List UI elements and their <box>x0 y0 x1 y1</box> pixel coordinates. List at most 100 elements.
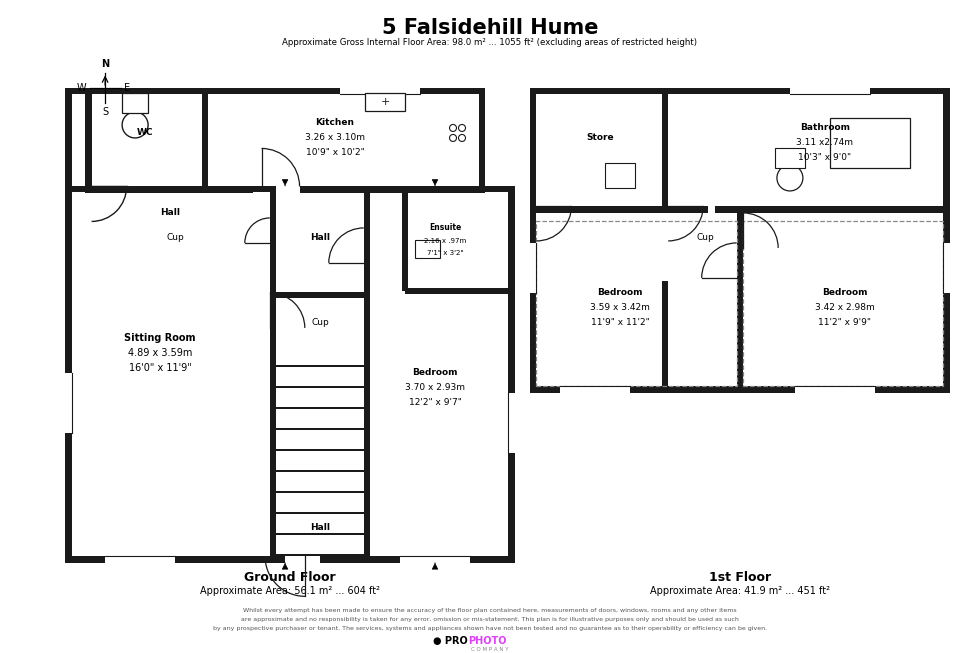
Text: 3.70 x 2.93m: 3.70 x 2.93m <box>405 383 465 392</box>
Bar <box>830 118 909 168</box>
Text: Whilst every attempt has been made to ensure the accuracy of the floor plan cont: Whilst every attempt has been made to en… <box>243 609 737 613</box>
Bar <box>402 186 409 291</box>
Bar <box>400 556 470 563</box>
Bar <box>122 93 148 113</box>
Bar <box>795 387 875 393</box>
Bar <box>276 407 364 409</box>
Text: 7'1" x 3'2": 7'1" x 3'2" <box>426 250 464 256</box>
Bar <box>944 243 950 293</box>
Bar <box>276 512 364 515</box>
Bar <box>65 556 515 563</box>
Bar <box>775 148 805 168</box>
Text: Bedroom: Bedroom <box>822 289 867 297</box>
Bar <box>509 393 515 453</box>
Bar <box>209 187 253 193</box>
Text: +: + <box>380 97 390 107</box>
Text: by any prospective purchaser or tenant. The services, systems and appliances sho: by any prospective purchaser or tenant. … <box>213 626 767 631</box>
Bar <box>715 206 944 213</box>
Bar <box>276 491 364 494</box>
Text: Ground Floor: Ground Floor <box>244 571 336 584</box>
Bar <box>65 186 72 563</box>
Text: E: E <box>123 83 130 93</box>
Bar <box>85 88 485 95</box>
Text: Approximate Gross Internal Floor Area: 98.0 m² ... 1055 ft² (excluding areas of : Approximate Gross Internal Floor Area: 9… <box>282 39 698 48</box>
Text: Store: Store <box>586 133 613 142</box>
Bar <box>285 556 320 563</box>
Bar <box>276 292 364 298</box>
Bar <box>365 93 405 111</box>
Text: Hall: Hall <box>310 233 330 242</box>
Bar <box>270 186 276 556</box>
Text: WC: WC <box>137 129 153 138</box>
Text: 11'9" x 11'2": 11'9" x 11'2" <box>591 319 650 327</box>
Text: Hall: Hall <box>310 523 330 532</box>
Bar <box>105 556 175 563</box>
Text: 3.11 x2.74m: 3.11 x2.74m <box>797 138 854 148</box>
Text: C O M P A N Y: C O M P A N Y <box>471 647 509 652</box>
Bar <box>364 186 370 556</box>
Text: S: S <box>102 106 108 117</box>
Bar <box>530 206 536 393</box>
Text: Cup: Cup <box>312 319 329 327</box>
Text: 3.26 x 3.10m: 3.26 x 3.10m <box>305 133 365 142</box>
Bar <box>65 373 72 433</box>
Bar <box>530 206 665 213</box>
Bar <box>509 186 515 563</box>
Text: 12'2" x 9'7": 12'2" x 9'7" <box>409 398 462 407</box>
Bar <box>668 206 709 213</box>
Bar <box>235 186 273 193</box>
Bar <box>340 88 420 95</box>
Bar <box>530 88 950 95</box>
Bar <box>478 88 485 193</box>
Text: 10'9" x 10'2": 10'9" x 10'2" <box>306 148 365 157</box>
Bar <box>530 206 665 213</box>
Bar <box>560 387 630 393</box>
Bar <box>65 88 72 193</box>
Text: 4.89 x 3.59m: 4.89 x 3.59m <box>128 348 192 358</box>
Bar <box>405 288 509 294</box>
Bar <box>85 187 205 193</box>
Bar <box>276 449 364 451</box>
Text: Cup: Cup <box>167 233 184 242</box>
Bar <box>536 221 737 387</box>
Bar <box>530 88 950 393</box>
Bar <box>737 213 743 387</box>
Bar <box>370 186 509 193</box>
Bar <box>944 206 950 393</box>
Text: Bedroom: Bedroom <box>597 289 643 297</box>
Bar <box>276 554 364 556</box>
Bar <box>71 83 515 563</box>
Text: 5 Falsidehill Hume: 5 Falsidehill Hume <box>382 18 598 38</box>
Text: Hall: Hall <box>160 208 180 217</box>
Bar <box>91 186 221 193</box>
Text: PHOTO: PHOTO <box>468 636 507 646</box>
Bar <box>276 428 364 430</box>
Bar <box>530 243 536 293</box>
Text: 11'2" x 9'9": 11'2" x 9'9" <box>818 319 871 327</box>
Text: ● PRO: ● PRO <box>433 636 468 646</box>
Bar <box>790 88 870 95</box>
Bar <box>276 386 364 389</box>
Bar <box>662 281 668 387</box>
Text: W: W <box>76 83 86 93</box>
Bar <box>300 187 478 193</box>
Text: 3.42 x 2.98m: 3.42 x 2.98m <box>815 304 875 312</box>
Bar <box>276 533 364 535</box>
Text: Ensuite: Ensuite <box>429 223 462 232</box>
Text: 16'0" x 11'9": 16'0" x 11'9" <box>128 363 191 373</box>
Text: Approximate Area: 56.1 m² ... 604 ft²: Approximate Area: 56.1 m² ... 604 ft² <box>200 586 380 596</box>
Bar <box>125 95 145 115</box>
Bar <box>202 88 209 193</box>
Bar <box>276 470 364 472</box>
Bar <box>944 88 950 213</box>
Text: 10'3" x 9'0": 10'3" x 9'0" <box>799 153 852 163</box>
Text: are approximate and no responsibility is taken for any error, omission or mis-st: are approximate and no responsibility is… <box>241 617 739 622</box>
Bar <box>662 88 668 213</box>
Bar <box>276 365 364 368</box>
Text: Kitchen: Kitchen <box>316 118 355 127</box>
Bar <box>605 163 635 188</box>
Bar <box>65 88 85 95</box>
Bar <box>65 186 85 193</box>
Bar <box>795 206 944 213</box>
Text: Approximate Area: 41.9 m² ... 451 ft²: Approximate Area: 41.9 m² ... 451 ft² <box>650 586 830 596</box>
